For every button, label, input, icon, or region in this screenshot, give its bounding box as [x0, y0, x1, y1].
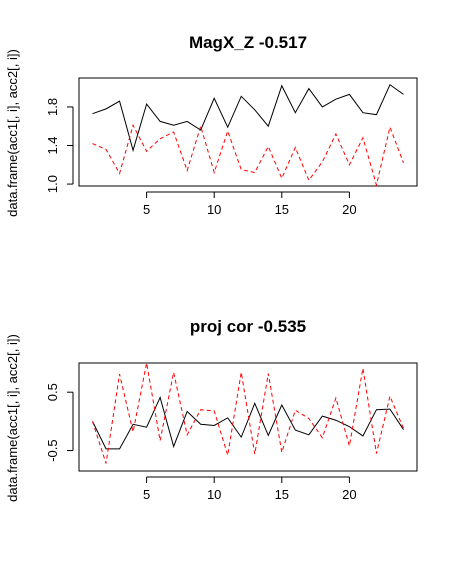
- y-axis: -0.5 0.5: [45, 383, 74, 462]
- y-tick-label: 1.8: [45, 98, 60, 116]
- series-group: [92, 362, 404, 464]
- series-line-1: [92, 395, 404, 450]
- x-tick-label: 10: [207, 487, 221, 502]
- chart-title: proj cor -0.535: [190, 317, 306, 336]
- y-axis-label: data.frame(acc1[, i], acc2[, i]): [5, 334, 20, 502]
- chart-panel-magx-z: MagX_Z -0.517 data.frame(acc1[, i], acc2…: [5, 33, 418, 217]
- chart-title: MagX_Z -0.517: [189, 33, 307, 52]
- y-tick-label: 0.5: [45, 383, 60, 401]
- y-tick-label: -0.5: [45, 439, 60, 461]
- x-tick-label: 20: [342, 487, 356, 502]
- series-group: [92, 83, 404, 188]
- x-tick-label: 5: [143, 202, 150, 217]
- series-line-1: [92, 83, 404, 153]
- x-tick-label: 20: [342, 202, 356, 217]
- x-axis: 5 10 15 20: [143, 476, 357, 502]
- x-tick-label: 15: [275, 202, 289, 217]
- x-tick-label: 15: [275, 487, 289, 502]
- plot-frame: [78, 77, 418, 187]
- y-tick-label: 1.4: [45, 136, 60, 154]
- x-tick-label: 10: [207, 202, 221, 217]
- series-line-2: [92, 362, 404, 464]
- chart-panel-proj-cor: proj cor -0.535 data.frame(acc1[, i], ac…: [5, 317, 418, 502]
- x-axis: 5 10 15 20: [143, 191, 357, 217]
- y-axis: 1.0 1.4 1.8: [45, 98, 74, 193]
- y-axis-label: data.frame(acc1[, i], acc2[, i]): [5, 49, 20, 217]
- x-tick-label: 5: [143, 487, 150, 502]
- plot-frame: [78, 362, 418, 472]
- y-tick-label: 1.0: [45, 175, 60, 193]
